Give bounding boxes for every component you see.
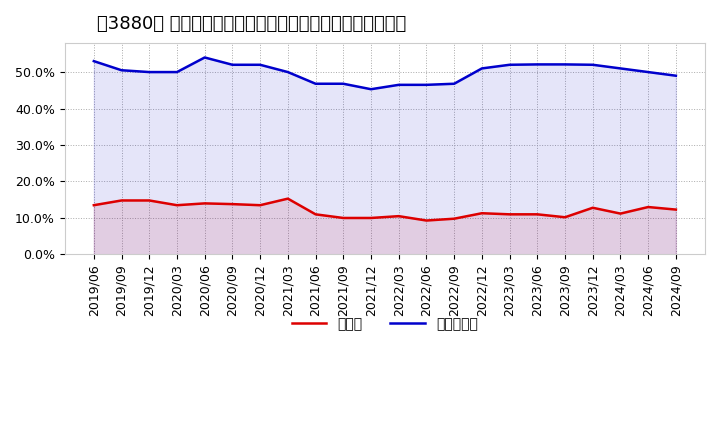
Line: 現預金: 現預金 <box>94 198 676 220</box>
有利子負債 <box>588 62 597 67</box>
有利子負債 <box>173 70 181 75</box>
有利子負債 <box>477 66 486 71</box>
現預金 <box>173 202 181 208</box>
有利子負債 <box>395 82 403 88</box>
有利子負債 <box>533 62 541 67</box>
Text: ［3880］ 現預金、有利子負債の総資産に対する比率の推移: ［3880］ 現預金、有利子負債の総資産に対する比率の推移 <box>96 15 406 33</box>
現預金 <box>450 216 459 221</box>
現預金 <box>644 205 652 210</box>
現預金 <box>533 212 541 217</box>
有利子負債 <box>644 70 652 75</box>
有利子負債 <box>284 70 292 75</box>
有利子負債 <box>422 82 431 88</box>
有利子負債 <box>228 62 237 67</box>
現預金 <box>256 202 264 208</box>
現預金 <box>366 215 375 220</box>
現預金 <box>616 211 625 216</box>
有利子負債 <box>561 62 570 67</box>
現預金 <box>561 215 570 220</box>
Line: 有利子負債: 有利子負債 <box>94 58 676 89</box>
現預金 <box>284 196 292 201</box>
有利子負債 <box>450 81 459 86</box>
Legend: 現預金, 有利子負債: 現預金, 有利子負債 <box>286 311 484 336</box>
有利子負債 <box>256 62 264 67</box>
現預金 <box>395 213 403 219</box>
有利子負債 <box>145 70 153 75</box>
現預金 <box>339 215 348 220</box>
現預金 <box>89 202 98 208</box>
現預金 <box>311 212 320 217</box>
現預金 <box>588 205 597 210</box>
有利子負債 <box>339 81 348 86</box>
現預金 <box>145 198 153 203</box>
有利子負債 <box>672 73 680 78</box>
有利子負債 <box>200 55 209 60</box>
現預金 <box>228 202 237 207</box>
現預金 <box>117 198 126 203</box>
有利子負債 <box>117 68 126 73</box>
有利子負債 <box>616 66 625 71</box>
有利子負債 <box>366 87 375 92</box>
有利子負債 <box>311 81 320 86</box>
現預金 <box>422 218 431 223</box>
現預金 <box>200 201 209 206</box>
有利子負債 <box>505 62 514 67</box>
現預金 <box>477 211 486 216</box>
現預金 <box>672 207 680 212</box>
有利子負債 <box>89 59 98 64</box>
現預金 <box>505 212 514 217</box>
